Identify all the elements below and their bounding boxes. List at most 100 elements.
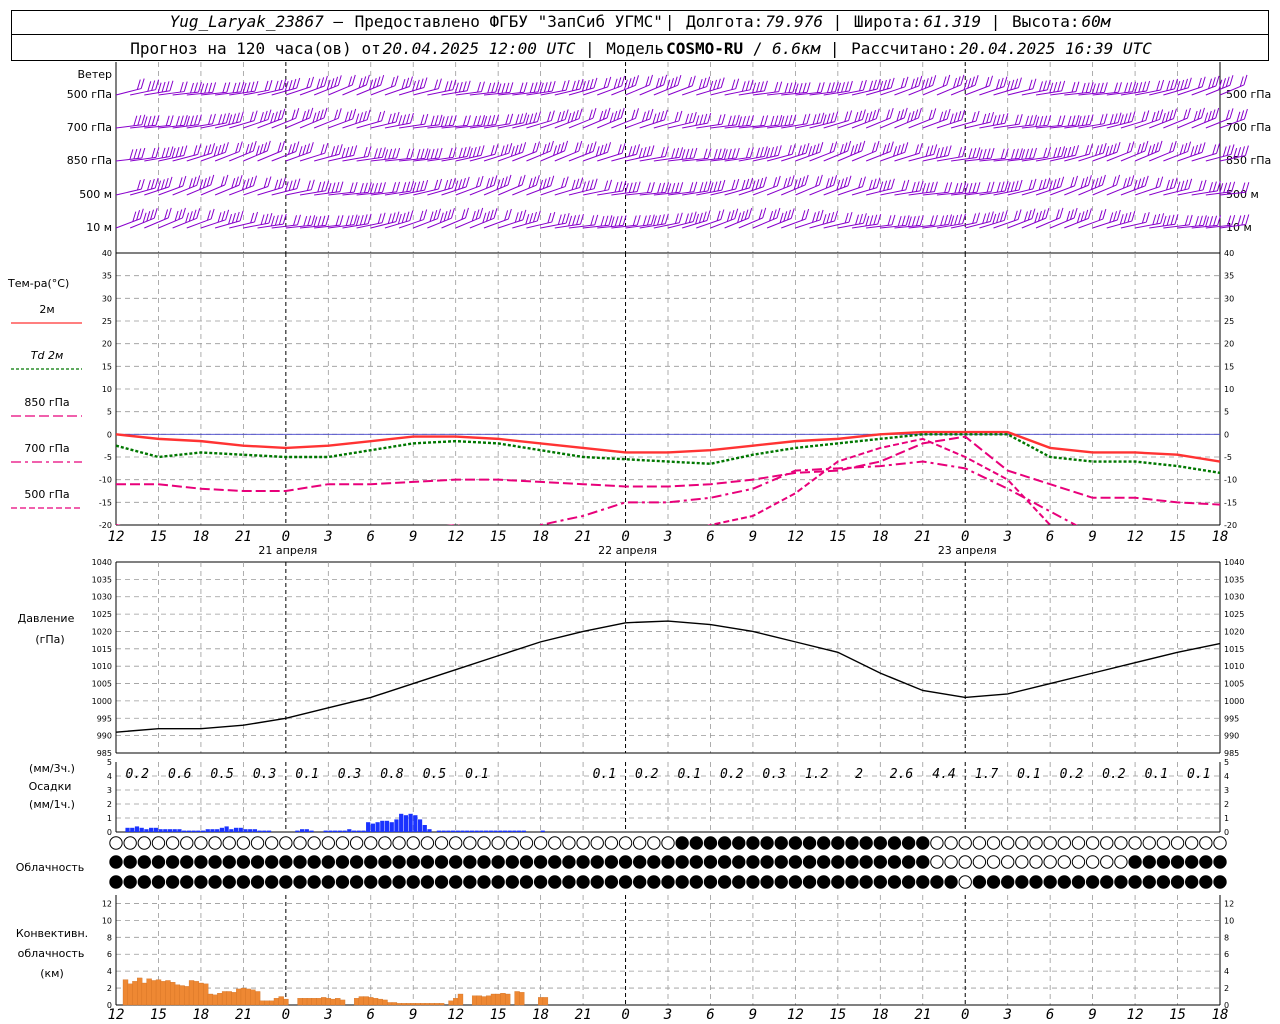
wind-barb-flag <box>349 182 354 193</box>
wind-barb-flag <box>689 182 694 193</box>
wind-barb-flag <box>897 215 902 227</box>
precip-bar <box>233 827 239 832</box>
wind-barb-flag <box>749 147 754 158</box>
wind-barb-flag <box>537 111 542 122</box>
cloud-symbol <box>264 836 279 850</box>
wind-barb-flag <box>877 214 882 225</box>
wind-barb-flag <box>440 116 445 127</box>
wind-barb-flag <box>505 82 510 93</box>
wind-barb-shaft <box>413 188 439 196</box>
wind-barb-flag <box>703 148 708 159</box>
wind-barb-flag <box>1103 82 1108 93</box>
wind-barb-flag <box>1113 211 1118 222</box>
wind-barb-flag <box>359 183 364 194</box>
wind-barb-flag <box>430 115 435 126</box>
wind-barb-flag <box>746 115 750 126</box>
wind-barb-flag <box>862 79 867 91</box>
precip-3h-value: 0.2 <box>1102 767 1126 782</box>
wind-barb-flag <box>1032 178 1037 190</box>
wind-barb-flag <box>192 209 197 220</box>
cloud-symbol <box>944 875 958 889</box>
wind-barb-shaft <box>1149 187 1175 196</box>
wind-barb-shaft <box>597 190 623 196</box>
conv-bar <box>382 999 388 1006</box>
wind-barb-flag <box>1066 210 1071 222</box>
wind-barb-shaft <box>1149 150 1174 162</box>
wind-barb-flag <box>551 80 556 92</box>
wind-barb-shaft <box>1007 157 1034 162</box>
wind-barb-flag <box>1085 145 1090 156</box>
wind-barb-flag <box>1087 208 1092 219</box>
wind-barb-flag <box>745 147 750 159</box>
wind-barb-flag <box>525 214 530 225</box>
cloud-symbol <box>548 836 562 850</box>
wind-barb-flag <box>461 209 466 220</box>
wind-barb-flag <box>618 215 623 226</box>
wind-barb-flag <box>1075 145 1079 156</box>
wind-barb-flag <box>702 211 707 222</box>
wind-barb-shaft <box>342 223 369 229</box>
wind-barb-flag <box>990 147 995 159</box>
wind-barb-flag <box>458 81 463 93</box>
wind-barb-flag <box>1073 207 1078 219</box>
wind-barb-shaft <box>781 184 806 196</box>
wind-barb-flag <box>986 112 991 124</box>
wind-barb-flag <box>348 110 353 121</box>
wind-barb-flag <box>891 214 896 226</box>
wind-barb-flag <box>1018 114 1023 125</box>
wind-barb-flag <box>1063 147 1068 159</box>
wind-barb-flag <box>1109 212 1114 223</box>
cloud-symbol <box>165 875 180 889</box>
lon-value: 79.976 <box>765 12 823 31</box>
wind-barb-flag <box>646 182 651 193</box>
wind-barb-shaft <box>257 223 284 229</box>
wind-barb-flag <box>1174 78 1178 90</box>
wind-barb-flag <box>1173 108 1177 119</box>
wind-barb-shaft <box>526 150 551 162</box>
cloud-symbol <box>802 875 817 889</box>
wind-barb-flag <box>717 180 722 191</box>
wind-barb-flag <box>655 77 660 89</box>
cloud-symbol <box>1043 836 1057 850</box>
wind-barb-shaft <box>158 217 183 229</box>
wind-barb-flag <box>267 109 272 120</box>
wind-barb-flag <box>674 213 679 224</box>
wind-barb-shaft <box>1007 88 1034 96</box>
wind-barb-shaft <box>299 85 325 96</box>
wind-barb-flag <box>1169 109 1174 121</box>
wind-barb-flag <box>1103 113 1108 124</box>
wind-barb-flag <box>363 147 368 158</box>
wind-barb-flag <box>862 213 867 224</box>
wind-barb-flag <box>1004 113 1009 124</box>
x-tick-top: 9 <box>749 529 757 545</box>
wind-barb-shaft <box>894 190 921 196</box>
cloud-symbol <box>760 875 774 889</box>
wind-barb-shaft <box>1092 184 1117 196</box>
wind-barb-shaft <box>738 90 765 96</box>
wind-barb-flag <box>181 207 186 219</box>
conv-bar <box>420 1003 426 1006</box>
wind-barb-flag <box>772 209 777 220</box>
wind-barb-flag <box>310 76 315 88</box>
wind-barb-flag <box>607 76 612 87</box>
wind-barb-flag <box>783 211 788 222</box>
wind-barb-shaft <box>993 189 1020 196</box>
precip-bar <box>484 830 489 832</box>
cloud-symbol <box>420 836 435 850</box>
alt-value: 60м <box>1081 12 1111 31</box>
wind-barb-flag <box>137 148 142 159</box>
pressure-tick-right: 1040 <box>1224 558 1244 567</box>
cloud-symbol <box>661 855 675 869</box>
wind-barb-flag <box>681 149 686 160</box>
cloud-symbol <box>604 836 619 850</box>
wind-barb-flag <box>942 110 947 121</box>
wind-barb-flag <box>1028 79 1033 90</box>
wind-barb-flag <box>242 82 247 94</box>
temp-tick-left: 25 <box>102 317 112 326</box>
wind-barb-flag <box>542 178 547 189</box>
wind-barb-flag <box>635 108 639 119</box>
precip-3h-value: 2.6 <box>890 767 914 782</box>
wind-barb-flag <box>1032 78 1037 89</box>
wind-barb-shaft <box>837 186 863 196</box>
